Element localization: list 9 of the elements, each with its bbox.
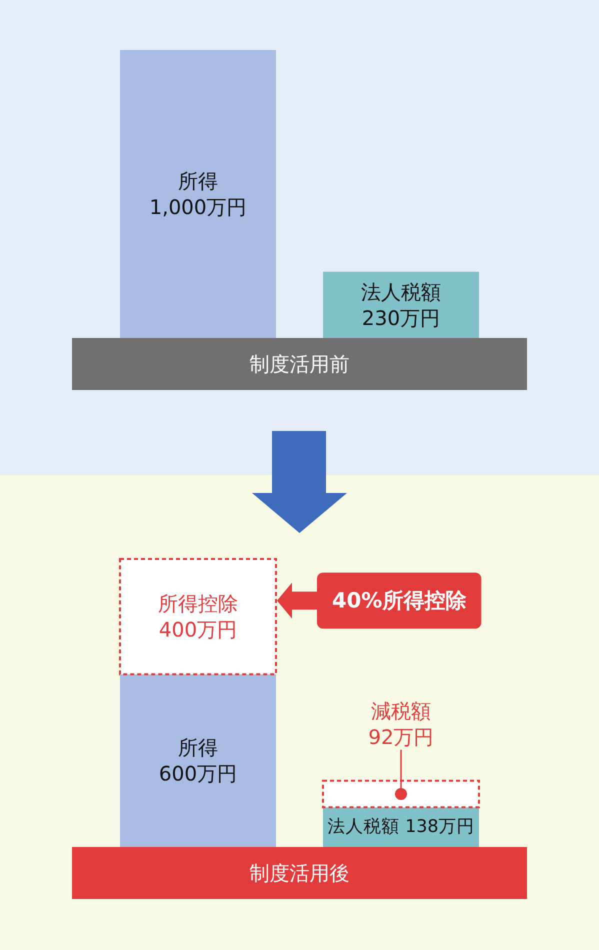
annotation-text: 40%所得控除 <box>332 588 466 613</box>
data-label: 減税額 92万円 <box>368 698 434 749</box>
data-label: 所得 1,000万円 <box>149 169 247 219</box>
data-label: 法人税額 138万円 <box>328 817 474 838</box>
data-label: 所得 600万円 <box>158 736 238 786</box>
xlabel: 制度活用前 <box>250 352 350 376</box>
data-label: 法人税額 230万円 <box>361 280 441 330</box>
xlabel: 制度活用後 <box>250 861 350 885</box>
data-label: 所得控除 400万円 <box>158 592 238 642</box>
